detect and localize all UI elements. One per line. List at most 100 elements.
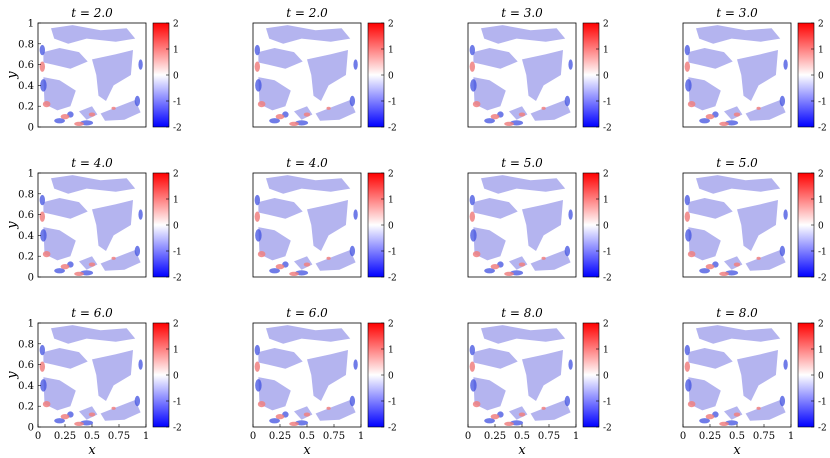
vortex-positive (472, 101, 481, 108)
vortex-negative (699, 418, 710, 424)
field-region (258, 348, 303, 369)
x-tick-label: 1 (143, 431, 149, 442)
colorbar-tick-label: 0 (388, 372, 394, 382)
vortex-positive (74, 121, 84, 126)
colorbar-tick-label: -1 (603, 398, 612, 408)
colorbar-tick-label: 1 (173, 346, 179, 356)
field-region (92, 200, 133, 251)
vortex-positive (541, 406, 546, 410)
vortex-negative (255, 79, 262, 92)
y-tick-label: 0.6 (18, 360, 34, 371)
vortex-positive (275, 264, 285, 270)
y-tick-label: 0.4 (18, 231, 34, 242)
vortex-positive (684, 361, 691, 372)
colorbar-tick-label: 0 (603, 372, 609, 382)
field-region (745, 100, 786, 121)
y-tick-label: 0.4 (18, 81, 34, 92)
x-tick-label: 0.75 (108, 431, 130, 442)
field-region (79, 256, 98, 270)
vortex-negative (54, 118, 65, 124)
vortex-positive (504, 271, 514, 276)
vortex-positive (275, 414, 285, 420)
vortex-negative (684, 344, 691, 356)
vortex-positive (472, 251, 481, 258)
vortex-positive (254, 61, 261, 72)
y-tick-label: 1 (28, 319, 34, 330)
field-region (51, 175, 136, 194)
field-region (481, 175, 566, 194)
panel-title: t = 8.0 (716, 306, 758, 320)
vortex-positive (705, 414, 715, 420)
y-tick-label: 1 (28, 19, 34, 30)
vortex-positive (733, 262, 741, 267)
panel: t = 5.0 2 1 0 -1 -2 (682, 156, 827, 284)
field-region (473, 198, 518, 219)
x-tick-label: 0.5 (299, 431, 315, 442)
axes-frame (682, 22, 792, 128)
vortex-negative (469, 194, 476, 206)
vortex-positive (469, 361, 476, 372)
colorbar-tick-label: 2 (818, 20, 824, 30)
field-region (258, 227, 291, 261)
x-tick-label: 0 (35, 431, 41, 442)
colorbar-tick-label: -1 (388, 248, 397, 258)
colorbar-tick-label: -1 (818, 398, 827, 408)
axes-frame (252, 22, 362, 128)
vortex-positive (257, 101, 266, 108)
field-region (266, 25, 351, 44)
field-region (266, 325, 351, 344)
vortex-negative (40, 379, 47, 392)
vortex-negative (568, 59, 573, 70)
field-region (688, 227, 721, 261)
vortex-positive (303, 412, 311, 417)
colorbar-tick-label: 2 (603, 20, 609, 30)
vortex-negative (699, 118, 710, 124)
colorbar-tick-label: 1 (388, 46, 394, 56)
field-region (258, 77, 291, 111)
vortex-positive (39, 211, 46, 222)
vortex-positive (518, 262, 526, 267)
colorbar-tick-label: 2 (818, 170, 824, 180)
field-region (43, 227, 76, 261)
colorbar-tick-label: -2 (818, 124, 827, 134)
colorbar-tick-label: 1 (173, 46, 179, 56)
x-tick-label: 0.25 (484, 431, 506, 442)
field-region (481, 325, 566, 344)
vortex-positive (756, 406, 761, 410)
field-region (100, 250, 141, 271)
x-tick-label: 0.75 (753, 431, 775, 442)
vortex-positive (684, 211, 691, 222)
colorbar-tick-label: 2 (388, 170, 394, 180)
field-region (745, 250, 786, 271)
axes-frame (467, 22, 577, 128)
vortex-positive (326, 256, 331, 260)
vortex-positive (490, 264, 500, 270)
colorbar-tick-label: 0 (388, 222, 394, 232)
field-region (530, 100, 571, 121)
y-axis-label: y (5, 371, 20, 380)
colorbar-tick-label: 2 (388, 20, 394, 30)
vortex-negative (564, 95, 571, 107)
colorbar-tick-label: 1 (603, 346, 609, 356)
vortex-negative (349, 95, 356, 107)
colorbar-tick-label: -2 (603, 424, 612, 434)
colorbar-tick-label: 2 (173, 320, 179, 330)
vortex-negative (134, 95, 141, 107)
panel: t = 4.0 0 0.2 0.4 0.6 0.8 1 y 2 1 0 -1 -2 (5, 156, 182, 284)
field-region (696, 325, 781, 344)
vortex-negative (684, 194, 691, 206)
field-region (294, 256, 313, 270)
vortex-negative (39, 44, 46, 56)
colorbar-tick-label: 1 (603, 196, 609, 206)
vortex-positive (469, 61, 476, 72)
x-tick-label: 0.75 (323, 431, 345, 442)
field-region (79, 406, 98, 420)
field-region (509, 256, 528, 270)
colorbar-tick-label: 0 (173, 222, 179, 232)
vortex-positive (490, 414, 500, 420)
vortex-negative (783, 359, 788, 370)
field-region (724, 106, 743, 120)
field-region (737, 200, 778, 251)
panel: t = 6.0 0 0.2 0.4 0.6 0.8 1 y 0 0.25 0.5 0.75 1 x 2 1 0 -… (5, 306, 182, 458)
colorbar-tick-label: 2 (173, 170, 179, 180)
